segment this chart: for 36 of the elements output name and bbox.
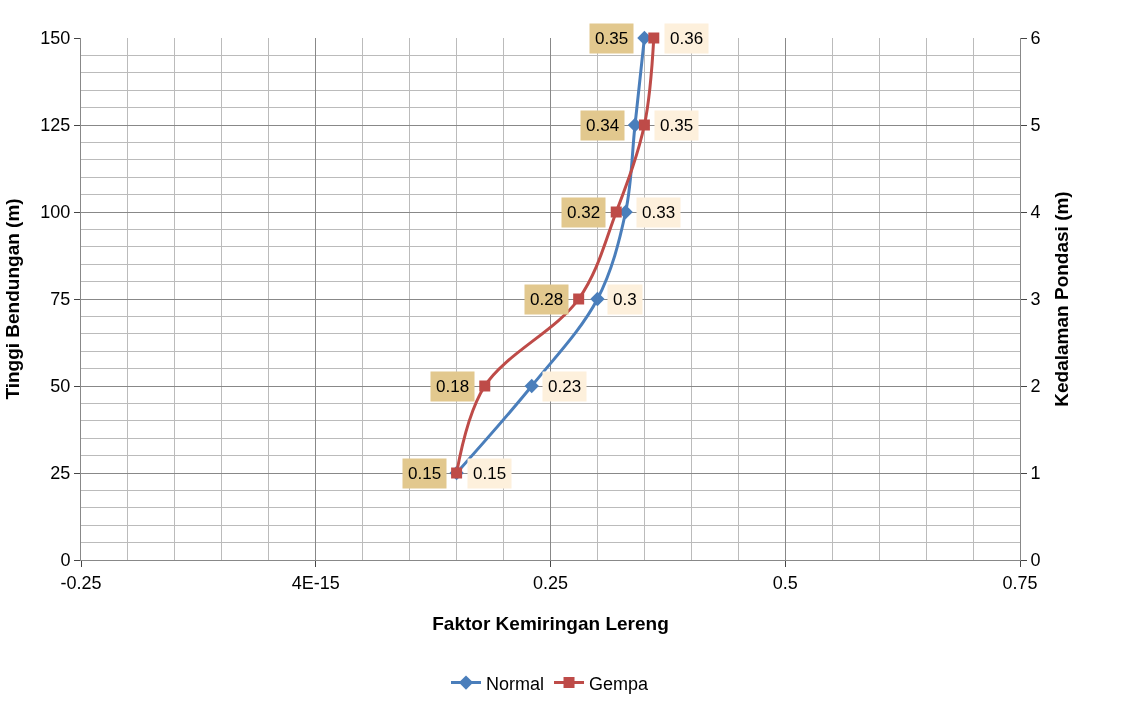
y2-tick-label: 6 [1030, 28, 1041, 49]
y-tick-label: 125 [40, 115, 71, 136]
y2-tick-label: 5 [1030, 115, 1041, 136]
y2-tick-label: 2 [1030, 376, 1041, 397]
x-tick-label: 0.25 [532, 572, 569, 593]
x-tick-label: -0.25 [60, 572, 102, 593]
y2-tick-label: 1 [1030, 463, 1041, 484]
legend-label: Gempa [589, 673, 650, 694]
data-label: 0.35 [595, 29, 629, 48]
y2-tick-label: 3 [1030, 289, 1041, 310]
y-tick-label: 100 [40, 202, 71, 223]
legend-label: Normal [486, 673, 545, 694]
data-label: 0.15 [473, 464, 507, 483]
data-label: 0.32 [567, 203, 601, 222]
y-tick-label: 25 [50, 463, 71, 484]
y2-tick-label: 0 [1030, 550, 1041, 571]
y-tick-label: 75 [50, 289, 71, 310]
data-label: 0.33 [642, 203, 676, 222]
data-label: 0.15 [408, 464, 442, 483]
y2-axis-title: Kedalaman Pondasi (m) [1051, 191, 1073, 407]
data-label: 0.3 [613, 290, 637, 309]
x-tick-label: 0.75 [1002, 572, 1038, 593]
data-label: 0.23 [548, 377, 582, 396]
data-label: 0.35 [660, 116, 694, 135]
x-axis-title: Faktor Kemiringan Lereng [432, 613, 669, 635]
y2-tick-label: 4 [1030, 202, 1041, 223]
y-tick-label: 0 [60, 550, 71, 571]
x-tick-label: 4E-15 [291, 572, 340, 593]
data-label: 0.28 [530, 290, 564, 309]
y-axis-title: Tinggi Bendungan (m) [2, 198, 24, 400]
x-tick-label: 0.5 [772, 572, 798, 593]
data-label: 0.34 [586, 116, 620, 135]
y-tick-label: 150 [40, 28, 71, 49]
data-label: 0.18 [436, 377, 470, 396]
y-tick-label: 50 [50, 376, 71, 397]
data-label: 0.36 [670, 29, 704, 48]
